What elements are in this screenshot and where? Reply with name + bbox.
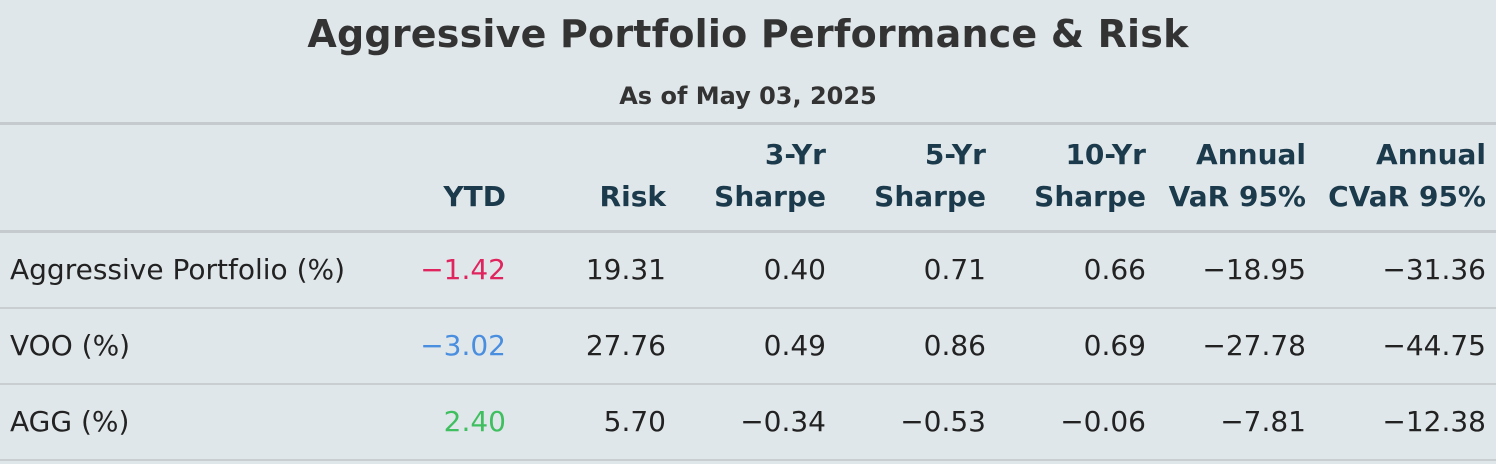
col-header-annual-cvar: Annual CVaR 95% [1328,138,1486,213]
cell-ytd: −1.42 [420,253,506,287]
row-label: VOO (%) [10,329,131,362]
table-row: Aggressive Portfolio (%) −1.42 19.31 0.4… [0,232,1496,308]
cell-annual-cvar: −44.75 [1382,329,1486,362]
cell-5yr-sharpe: −0.53 [900,405,986,438]
table-row: AGG (%) 2.40 5.70 −0.34 −0.53 −0.06 −7.8… [0,384,1496,460]
cell-10yr-sharpe: 0.66 [1083,253,1146,287]
header-row: YTD Risk 3-Yr Sharpe 5-Yr Sharpe 10-Yr Shar… [0,123,1496,232]
cell-ytd: −3.02 [420,329,506,362]
cell-risk: 19.31 [585,253,666,287]
cell-annual-cvar: −31.36 [1382,253,1486,287]
table-row: VOO (%) −3.02 27.76 0.49 0.86 0.69 −27.7… [0,308,1496,384]
col-header-10yr-sharpe: 10-Yr Sharpe [1034,138,1146,213]
cell-annual-cvar: −12.38 [1382,405,1486,438]
table-subtitle: As of May 03, 2025 [619,82,877,110]
stub-header [0,124,356,232]
col-header-annual-var: Annual VaR 95% [1168,138,1306,213]
table-title: Aggressive Portfolio Performance & Risk [307,12,1189,56]
cell-10yr-sharpe: −0.06 [1060,405,1146,438]
cell-risk: 27.76 [585,329,666,362]
col-header-5yr-sharpe: 5-Yr Sharpe [874,138,986,213]
cell-annual-var: −27.78 [1202,329,1306,362]
cell-3yr-sharpe: 0.49 [763,329,826,362]
cell-risk: 5.70 [603,405,666,438]
cell-10yr-sharpe: 0.69 [1083,329,1146,362]
row-label: Aggressive Portfolio (%) [10,253,346,287]
row-label: AGG (%) [10,405,130,438]
cell-annual-var: −7.81 [1220,405,1306,438]
col-header-3yr-sharpe: 3-Yr Sharpe [714,138,826,213]
cell-5yr-sharpe: 0.71 [923,253,986,287]
col-header-ytd: YTD [443,180,506,213]
cell-ytd: 2.40 [443,405,506,438]
performance-table: YTD Risk 3-Yr Sharpe 5-Yr Sharpe 10-Yr Shar… [0,122,1496,461]
col-header-risk: Risk [599,180,666,213]
cell-5yr-sharpe: 0.86 [923,329,986,362]
cell-3yr-sharpe: 0.40 [763,253,826,287]
cell-annual-var: −18.95 [1202,253,1306,287]
cell-3yr-sharpe: −0.34 [740,405,826,438]
